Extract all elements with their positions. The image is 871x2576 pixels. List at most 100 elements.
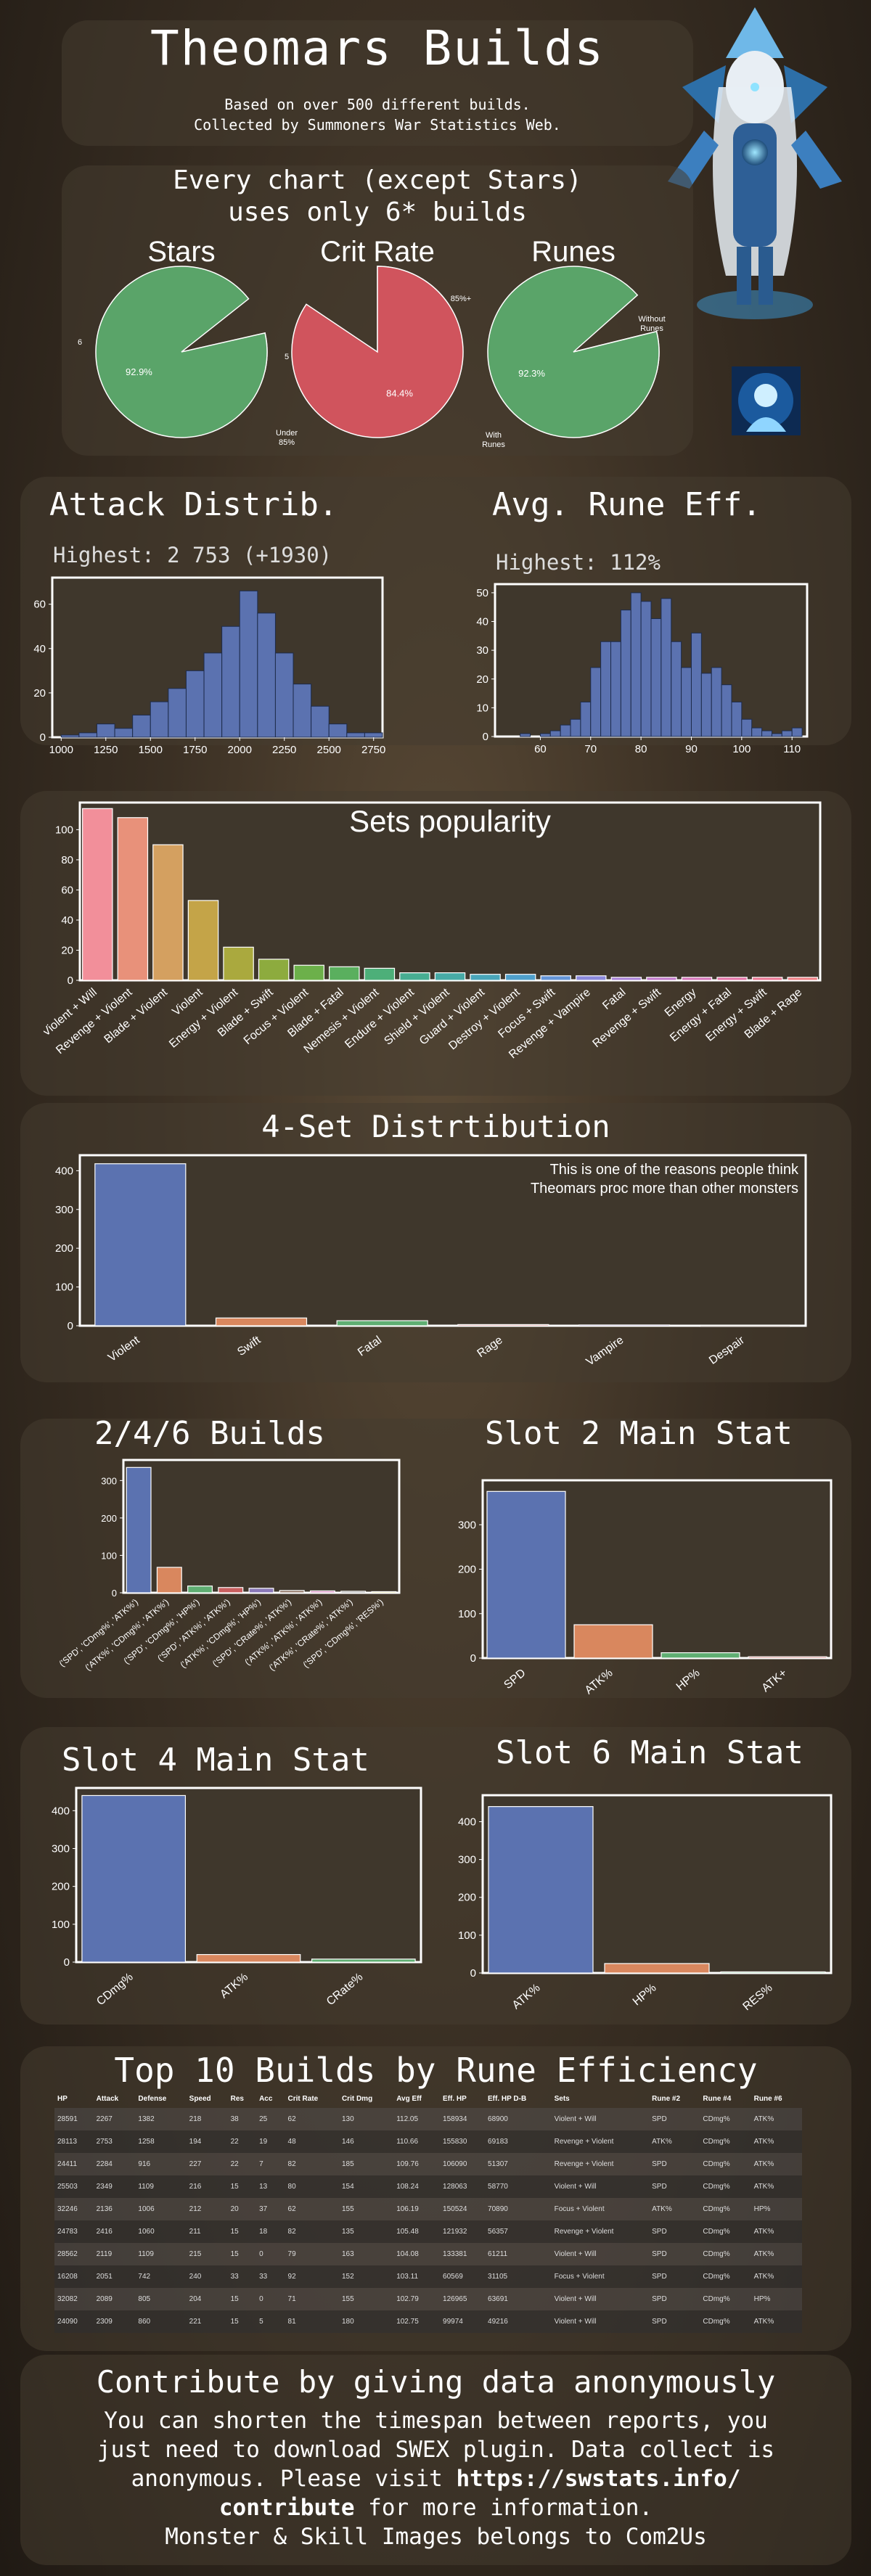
table-cell: 15 bbox=[230, 2318, 239, 2326]
slot4-chart: CDmg% ATK% CRate% 0 100 200 300 400 bbox=[52, 1787, 422, 2008]
attack-xtick-label: 2000 bbox=[228, 744, 252, 756]
table-cell: ATK% bbox=[652, 2138, 672, 2146]
footer-line-1: You can shorten the timespan between rep… bbox=[104, 2408, 768, 2434]
b246-bar bbox=[156, 1567, 182, 1593]
table-header-cell: Rune #4 bbox=[703, 2095, 732, 2103]
slot2-bar bbox=[661, 1652, 740, 1659]
table-cell: 5 bbox=[259, 2318, 263, 2326]
table-cell: 60569 bbox=[443, 2273, 463, 2281]
attack-xtick-label: 1750 bbox=[183, 744, 207, 756]
attack-highest: Highest: 2 753 (+1930) bbox=[53, 543, 332, 567]
table-cell: 82 bbox=[287, 2228, 296, 2236]
table-cell: 126965 bbox=[443, 2295, 467, 2303]
contribute-link[interactable]: https://swstats.info/ bbox=[456, 2466, 741, 2492]
sets-ytick-label: 60 bbox=[61, 884, 73, 896]
efficiency-ytick-label: 30 bbox=[476, 644, 488, 657]
sets-xtick-label: Blade + Violent bbox=[102, 986, 170, 1046]
table-row: 24783 2416 1060 211 15 18 82 135 105.48 121932 563… bbox=[54, 2220, 802, 2243]
fourset-bar bbox=[94, 1163, 187, 1326]
table-cell: 130 bbox=[341, 2115, 354, 2123]
b246-bar bbox=[371, 1591, 397, 1593]
fourset-xtick-label: Rage bbox=[475, 1334, 505, 1360]
table-cell: 31105 bbox=[488, 2273, 508, 2281]
fourset-xtick-label: Vampire bbox=[584, 1334, 626, 1368]
table-header-cell: Eff. HP bbox=[443, 2095, 467, 2103]
table-cell: CDmg% bbox=[703, 2160, 730, 2168]
table-cell: ATK% bbox=[652, 2205, 672, 2213]
table-cell: 70890 bbox=[488, 2205, 508, 2213]
table-cell: 916 bbox=[138, 2160, 151, 2168]
table-cell: 58770 bbox=[488, 2183, 508, 2191]
table-cell: 102.75 bbox=[396, 2318, 419, 2326]
footer-line-4: contribute for more information. bbox=[20, 2495, 851, 2521]
footer-line-4-text: for more information. bbox=[354, 2495, 653, 2521]
sets-ytick-label: 40 bbox=[61, 914, 73, 927]
table-cell: CDmg% bbox=[703, 2318, 730, 2326]
contribute-link-2[interactable]: contribute bbox=[218, 2495, 355, 2521]
table-cell: 15 bbox=[230, 2295, 239, 2303]
table-header-cell: Avg Eff bbox=[396, 2095, 422, 2103]
fourset-xtick-label: Fatal bbox=[356, 1334, 384, 1358]
pie-label-2-1-a: Without bbox=[638, 315, 665, 324]
slot4-bar bbox=[81, 1794, 187, 1963]
efficiency-bar bbox=[590, 667, 602, 737]
attack-ytick-label: 0 bbox=[40, 731, 46, 744]
attack-xtick-label: 1000 bbox=[49, 744, 73, 756]
table-cell: 92 bbox=[287, 2273, 296, 2281]
slot2-ytick-label: 0 bbox=[470, 1652, 476, 1665]
table-cell: ATK% bbox=[753, 2160, 774, 2168]
slot2-ytick-label: 100 bbox=[458, 1608, 476, 1620]
table-cell: 2284 bbox=[96, 2160, 113, 2168]
table-cell: 104.08 bbox=[396, 2250, 419, 2258]
table-cell: CDmg% bbox=[703, 2295, 730, 2303]
table-cell: 1382 bbox=[138, 2115, 155, 2123]
table-header-cell: HP bbox=[57, 2095, 68, 2103]
sets-bar bbox=[293, 964, 324, 981]
pie-label-2-0-a: With bbox=[486, 431, 502, 440]
sets-bar bbox=[187, 900, 219, 981]
table-cell: CDmg% bbox=[703, 2273, 730, 2281]
table-cell: 80 bbox=[287, 2183, 296, 2191]
table-cell: SPD bbox=[652, 2160, 667, 2168]
attack-bar bbox=[293, 684, 312, 738]
sets-ytick-label: 100 bbox=[55, 824, 73, 836]
b246-ytick-label: 0 bbox=[112, 1588, 117, 1599]
attack-bar bbox=[311, 705, 330, 738]
slot6-ytick-label: 100 bbox=[458, 1929, 476, 1942]
table-header-cell: Acc bbox=[259, 2095, 273, 2103]
table-cell: 16208 bbox=[57, 2273, 78, 2281]
efficiency-bar bbox=[539, 733, 551, 737]
header-subtitle-1: Based on over 500 different builds. bbox=[224, 96, 531, 113]
efficiency-bar bbox=[761, 730, 772, 737]
table-header-cell: Sets bbox=[554, 2095, 570, 2103]
efficiency-bar bbox=[570, 718, 581, 737]
table-cell: ATK% bbox=[753, 2183, 774, 2191]
sets-bar bbox=[82, 808, 113, 981]
table-cell: ATK% bbox=[753, 2115, 774, 2123]
table-cell: 2416 bbox=[96, 2228, 113, 2236]
table-cell: 105.48 bbox=[396, 2228, 419, 2236]
table-row: 24411 2284 916 227 22 7 82 185 109.76 106090 51307… bbox=[54, 2153, 802, 2175]
slot4-ytick-label: 100 bbox=[52, 1919, 70, 1931]
table-cell: 112.05 bbox=[396, 2115, 419, 2123]
footer-title: Contribute by giving data anonymously bbox=[96, 2364, 776, 2400]
table-cell: 106090 bbox=[443, 2160, 467, 2168]
sets-xtick-label: Fatal bbox=[600, 986, 628, 1012]
table-cell: 28591 bbox=[57, 2115, 78, 2123]
pie-label-0-1: 5 bbox=[285, 353, 289, 361]
efficiency-bar bbox=[781, 730, 793, 737]
table-cell: 18 bbox=[259, 2228, 268, 2236]
efficiency-bar bbox=[690, 632, 702, 737]
table-cell: SPD bbox=[652, 2273, 667, 2281]
pies-heading-2: uses only 6* builds bbox=[228, 197, 527, 227]
table-cell: 2089 bbox=[96, 2295, 113, 2303]
table-cell: 135 bbox=[341, 2228, 354, 2236]
table-cell: SPD bbox=[652, 2183, 667, 2191]
table-cell: 81 bbox=[287, 2318, 296, 2326]
attack-title: Attack Distrib. bbox=[49, 486, 338, 523]
table-cell: 0 bbox=[259, 2295, 263, 2303]
fourset-bar bbox=[578, 1324, 671, 1327]
b246-ytick-label: 100 bbox=[101, 1550, 117, 1561]
efficiency-title: Avg. Rune Eff. bbox=[492, 486, 761, 523]
table-header-cell: Eff. HP D-B bbox=[488, 2095, 527, 2103]
